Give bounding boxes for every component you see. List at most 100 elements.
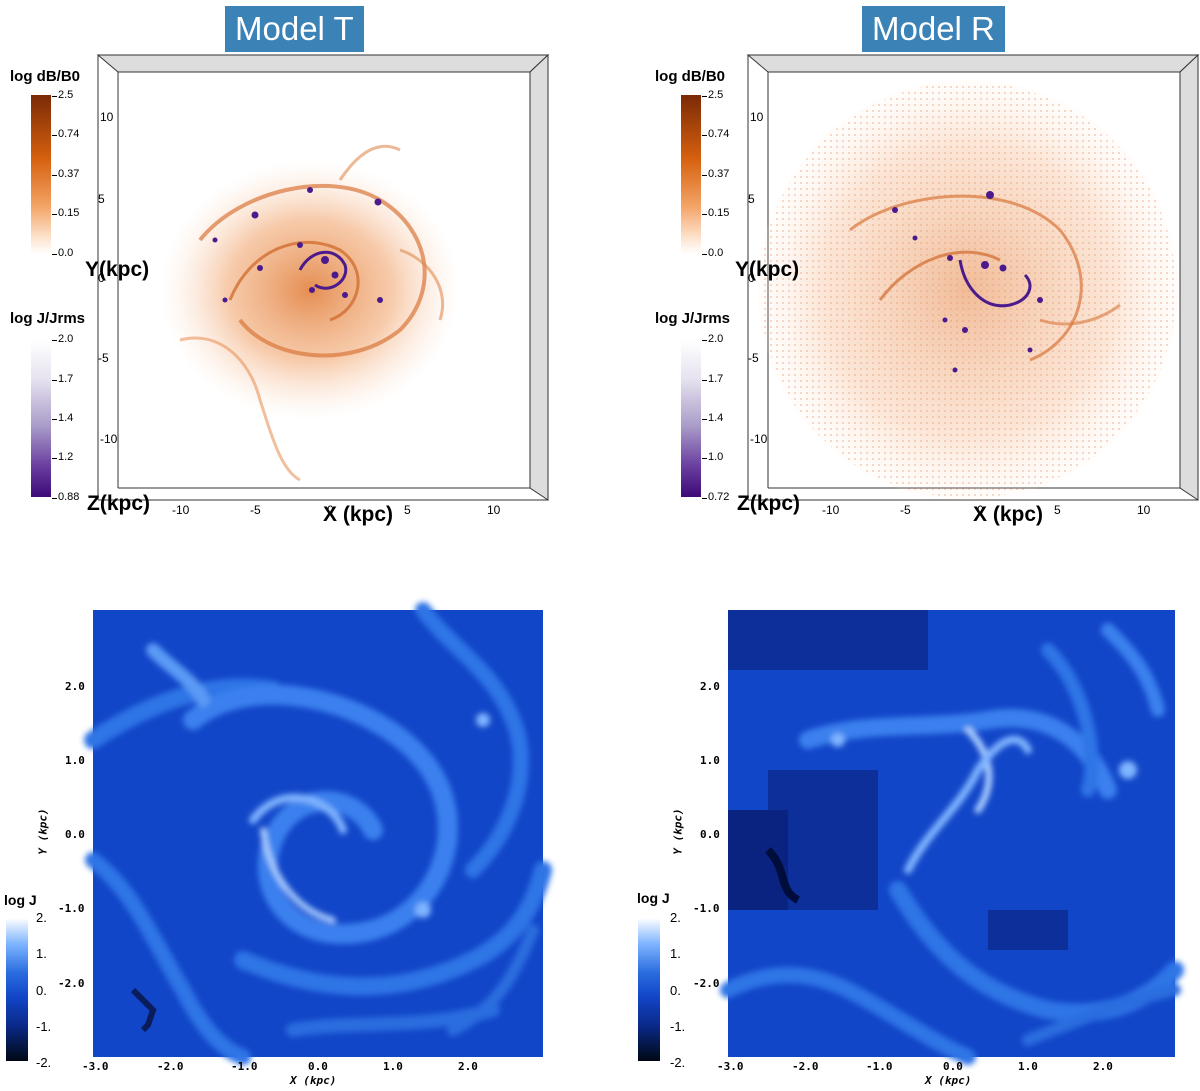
model-r-title: Model R (862, 6, 1005, 52)
slice-left-y-tick: 2.0 (65, 680, 85, 693)
model-r-x-tick: 0 (977, 503, 984, 517)
model-r-db-tick: 0.37 (701, 168, 730, 180)
model-r-x-tick: -10 (822, 503, 840, 517)
slice-right-cb-tick: -1. (670, 1019, 686, 1034)
model-r-db-tick: 0.0 (701, 247, 724, 259)
slice-right-cb-tick: -2. (670, 1055, 686, 1070)
model-r-y-tick: 0 (748, 271, 755, 285)
model-t-db-tick: 2.5 (51, 89, 74, 101)
slice-right-y-tick: 0.0 (700, 828, 720, 841)
model-r-db-tick: 0.15 (701, 207, 730, 219)
model-t-x-tick: -10 (172, 503, 190, 517)
model-r-j-tick: 1.4 (701, 412, 724, 424)
model-t-x-tick: 5 (404, 503, 411, 517)
slice-left-cb-tick: -2. (36, 1055, 52, 1070)
model-t-db-colorbar-title: log dB/B0 (10, 68, 80, 85)
model-r-j-tick: 1.0 (701, 451, 724, 463)
slice-left-colorbar (6, 918, 28, 1061)
model-t-y-axis-label: Y(kpc) (85, 258, 150, 281)
slice-left-cb-tick: 1. (36, 946, 47, 961)
model-t-y-tick: 10 (100, 110, 114, 124)
slice-right-cb-tick: 0. (670, 983, 681, 998)
model-t-z-axis-label: Z(kpc) (87, 492, 150, 515)
slice-left-x-tick: -1.0 (231, 1060, 258, 1073)
model-r-db-colorbar (681, 95, 701, 254)
model-t-x-axis-label: X (kpc) (323, 503, 394, 526)
model-t-y-tick: -5 (98, 351, 109, 365)
model-r-y-tick: -5 (748, 351, 759, 365)
slice-left-colorbar-title: log J (4, 892, 37, 908)
slice-right-x-tick: -3.0 (717, 1060, 744, 1073)
slice-right-colorbar-title: log J (637, 890, 670, 906)
slice-left-x-tick: 0.0 (308, 1060, 328, 1073)
model-t-y-tick: 5 (98, 192, 105, 206)
slice-right-y-axis-label: Y (kpc) (671, 808, 685, 855)
slice-right-colorbar (638, 918, 660, 1061)
slice-left-x-axis-label: X (kpc) (290, 1074, 337, 1087)
model-t-y-tick: 0 (98, 271, 105, 285)
slice-left-x-tick: 2.0 (458, 1060, 478, 1073)
model-r-z-axis-label: Z(kpc) (737, 492, 800, 515)
slice-left-cb-tick: 2. (36, 910, 47, 925)
model-r-y-tick: -10 (750, 432, 768, 446)
model-t-j-colorbar (31, 340, 51, 497)
slice-right-cb-tick: 2. (670, 910, 681, 925)
model-t-j-colorbar-title: log J/Jrms (10, 310, 86, 327)
model-r-y-tick: 10 (750, 110, 764, 124)
slice-right-x-axis-label: X (kpc) (925, 1074, 972, 1087)
slice-right-image (720, 610, 1184, 1065)
slice-left-image (84, 602, 552, 1065)
slice-right-x-tick: 1.0 (1018, 1060, 1038, 1073)
slice-left-y-tick: 0.0 (65, 828, 85, 841)
model-t-j-tick: 1.2 (51, 451, 74, 463)
model-t-db-tick: 0.74 (51, 128, 80, 140)
model-r-x-tick: -5 (900, 503, 911, 517)
model-r-j-tick: 1.7 (701, 373, 724, 385)
slice-left-y-tick: -2.0 (58, 977, 85, 990)
slice-right-y-tick: -1.0 (693, 902, 720, 915)
slice-right-x-tick: 2.0 (1093, 1060, 1113, 1073)
model-t-x-tick: 0 (327, 503, 334, 517)
model-t-db-tick: 0.0 (51, 247, 74, 259)
model-r-j-colorbar (681, 340, 701, 497)
model-r-db-tick: 2.5 (701, 89, 724, 101)
model-r-y-tick: 5 (748, 192, 755, 206)
model-r-db-tick: 0.74 (701, 128, 730, 140)
slice-left-y-tick: 1.0 (65, 754, 85, 767)
model-r-x-tick: 5 (1054, 503, 1061, 517)
model-t-db-tick: 0.15 (51, 207, 80, 219)
slice-right-y-tick: -2.0 (693, 977, 720, 990)
model-r-x-tick: 10 (1137, 503, 1151, 517)
model-r-y-axis-label: Y(kpc) (735, 258, 800, 281)
model-t-db-colorbar (31, 95, 51, 254)
slice-right-cb-tick: 1. (670, 946, 681, 961)
model-t-j-tick: 0.88 (51, 491, 80, 503)
model-r-db-colorbar-title: log dB/B0 (655, 68, 725, 85)
slice-left-cb-tick: 0. (36, 983, 47, 998)
slice-right-y-tick: 2.0 (700, 680, 720, 693)
slice-left-x-tick: 1.0 (383, 1060, 403, 1073)
model-t-j-tick: 2.0 (51, 333, 74, 345)
slice-right-x-tick: -1.0 (866, 1060, 893, 1073)
model-t-db-tick: 0.37 (51, 168, 80, 180)
model-r-j-colorbar-title: log J/Jrms (655, 310, 731, 327)
slice-right-x-tick: 0.0 (943, 1060, 963, 1073)
slice-left-x-tick: -3.0 (82, 1060, 109, 1073)
model-t-title: Model T (225, 6, 364, 52)
slice-right-x-tick: -2.0 (792, 1060, 819, 1073)
model-t-j-tick: 1.4 (51, 412, 74, 424)
slice-left-y-tick: -1.0 (58, 902, 85, 915)
slice-right-y-tick: 1.0 (700, 754, 720, 767)
model-t-y-tick: -10 (100, 432, 118, 446)
slice-left-x-tick: -2.0 (157, 1060, 184, 1073)
slice-left-cb-tick: -1. (36, 1019, 52, 1034)
model-r-j-tick: 2.0 (701, 333, 724, 345)
model-t-j-tick: 1.7 (51, 373, 74, 385)
model-t-x-tick: 10 (487, 503, 501, 517)
slice-left-y-axis-label: Y (kpc) (36, 808, 50, 855)
model-t-x-tick: -5 (250, 503, 261, 517)
